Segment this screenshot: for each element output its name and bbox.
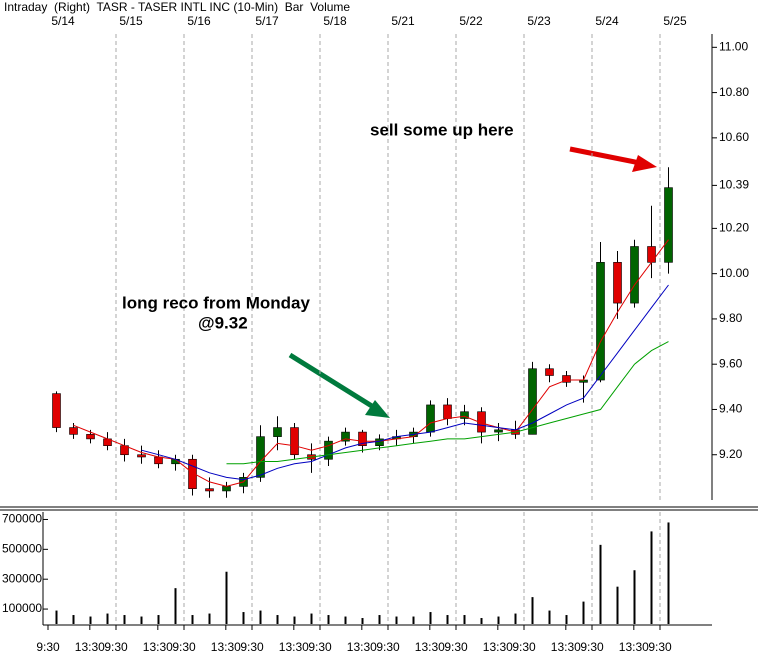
annotation: sell some up here — [370, 120, 514, 139]
x-tick-label: 13:30 — [279, 640, 309, 654]
x-tick-label: 13:30 — [551, 640, 581, 654]
y-tick-label: 9.60 — [719, 356, 743, 370]
annotation: long reco from Monday — [122, 293, 311, 312]
candle-body — [222, 486, 231, 492]
candle-body — [154, 456, 163, 465]
y-tick-label: 10.80 — [719, 85, 749, 99]
candle-body — [290, 427, 299, 456]
x-tick-label: 13:30 — [483, 640, 513, 654]
x-tick-label: 9:30 — [240, 640, 264, 654]
candle-body — [664, 187, 673, 263]
x-tick-label: 9:30 — [36, 640, 60, 654]
candle-body — [647, 246, 656, 263]
candle-body — [443, 404, 452, 419]
date-label: 5/24 — [595, 14, 619, 28]
y-tick-label: 10.60 — [719, 130, 749, 144]
candle-body — [494, 429, 503, 433]
x-tick-label: 9:30 — [172, 640, 196, 654]
moving-average — [226, 341, 669, 465]
volume-tick-label: 300000 — [2, 571, 42, 585]
candle-body — [256, 436, 265, 478]
x-tick-label: 9:30 — [648, 640, 672, 654]
candle-body — [426, 404, 435, 433]
candle-body — [460, 411, 469, 419]
x-tick-label: 9:30 — [580, 640, 604, 654]
y-tick-label: 9.40 — [719, 402, 743, 416]
y-tick-label: 10.00 — [719, 266, 749, 280]
date-label: 5/18 — [323, 14, 347, 28]
x-tick-label: 13:30 — [211, 640, 241, 654]
candle-body — [52, 393, 61, 428]
candle-body — [86, 434, 95, 440]
candle-body — [358, 431, 367, 446]
volume-tick-label: 700000 — [2, 512, 42, 526]
x-tick-label: 13:30 — [347, 640, 377, 654]
y-tick-label: 10.39 — [719, 178, 749, 192]
candle-body — [205, 488, 214, 492]
date-label: 5/25 — [663, 14, 687, 28]
date-label: 5/14 — [51, 14, 75, 28]
candle-body — [137, 454, 146, 458]
volume-tick-label: 500000 — [2, 542, 42, 556]
annotation: @9.32 — [198, 313, 248, 332]
x-tick-label: 13:30 — [415, 640, 445, 654]
y-tick-label: 9.20 — [719, 447, 743, 461]
candle-body — [324, 440, 333, 460]
date-label: 5/21 — [391, 14, 415, 28]
buy-arrow — [288, 352, 390, 418]
date-label: 5/23 — [527, 14, 551, 28]
y-tick-label: 9.80 — [719, 311, 743, 325]
candle-body — [341, 431, 350, 442]
candle-body — [613, 262, 622, 304]
candle-body — [528, 368, 537, 435]
candle-body — [273, 427, 282, 437]
date-label: 5/22 — [459, 14, 483, 28]
date-label: 5/16 — [187, 14, 211, 28]
x-tick-label: 9:30 — [104, 640, 128, 654]
y-tick-label: 10.20 — [719, 221, 749, 235]
date-label: 5/15 — [119, 14, 143, 28]
moving-average — [141, 284, 669, 481]
x-tick-label: 9:30 — [308, 640, 332, 654]
volume-tick-label: 100000 — [2, 601, 42, 615]
candle-body — [188, 458, 197, 489]
candle-body — [69, 427, 78, 435]
chart-title: Intraday (Right) TASR - TASER INTL INC (… — [4, 0, 350, 14]
candle-body — [545, 368, 554, 376]
candle-body — [375, 438, 384, 446]
x-tick-label: 13:30 — [619, 640, 649, 654]
sell-arrow — [569, 146, 657, 172]
x-tick-label: 13:30 — [75, 640, 105, 654]
candle-body — [596, 262, 605, 381]
candle-body — [562, 375, 571, 383]
y-tick-label: 11.00 — [719, 39, 748, 53]
x-tick-label: 13:30 — [143, 640, 173, 654]
x-tick-label: 9:30 — [444, 640, 468, 654]
candle-body — [630, 246, 639, 304]
x-tick-label: 9:30 — [376, 640, 400, 654]
date-label: 5/17 — [255, 14, 279, 28]
x-tick-label: 9:30 — [512, 640, 536, 654]
